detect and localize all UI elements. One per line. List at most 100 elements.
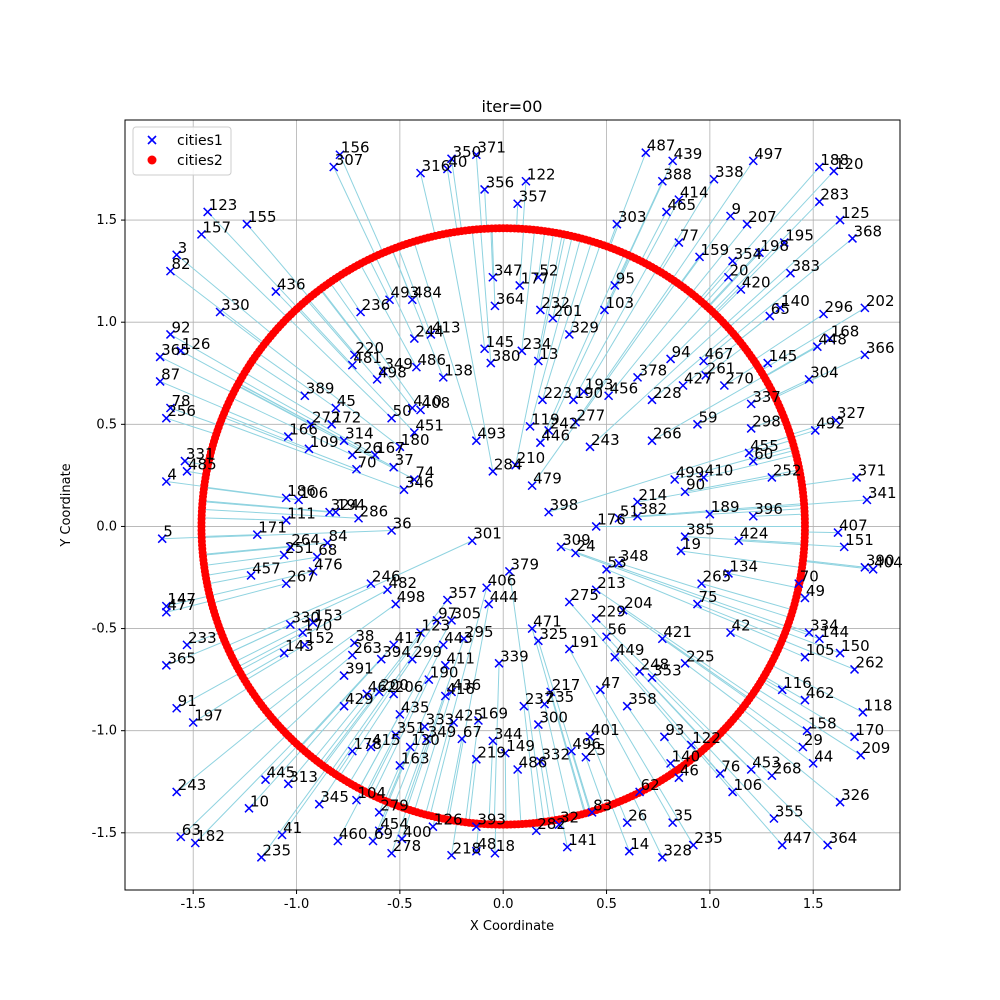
- city-label: 44: [814, 747, 833, 765]
- link-line: [180, 734, 288, 838]
- cities1-point: [513, 764, 523, 775]
- link-line: [804, 531, 839, 534]
- legend-marker-cities2: [147, 155, 157, 165]
- cities1-point: [521, 176, 531, 186]
- city-label: 123: [422, 617, 451, 635]
- link-line: [660, 242, 680, 273]
- link-line: [658, 178, 715, 272]
- y-tick-label: -0.5: [92, 622, 117, 637]
- cities1-point: [697, 579, 707, 589]
- city-label: 389: [306, 380, 335, 398]
- cities1-point: [804, 628, 814, 638]
- city-label: 266: [653, 425, 682, 443]
- city-label: 349: [428, 723, 457, 741]
- city-label: 188: [820, 151, 849, 169]
- link-line: [429, 722, 455, 816]
- cities1-point: [612, 219, 622, 229]
- link-line: [738, 540, 805, 546]
- link-line: [319, 289, 384, 372]
- city-label: 414: [680, 184, 709, 202]
- link-line: [201, 234, 288, 319]
- cities1-point: [411, 362, 421, 372]
- cities1-point: [246, 570, 256, 580]
- city-label: 65: [771, 300, 790, 318]
- city-label: 401: [591, 721, 620, 739]
- city-label: 299: [413, 643, 442, 661]
- city-label: 354: [734, 245, 763, 263]
- cities1-point: [860, 562, 870, 572]
- cities1-point: [599, 305, 609, 315]
- cities2-markers: [197, 224, 809, 829]
- link-line: [323, 691, 380, 767]
- cities1-point: [814, 162, 824, 172]
- cities1-point: [281, 493, 291, 503]
- link-line: [367, 644, 444, 794]
- cities1-point: [800, 652, 810, 662]
- link-line: [626, 705, 674, 774]
- link-line: [260, 767, 327, 858]
- link-line: [715, 289, 742, 316]
- cities1-point: [719, 380, 729, 391]
- cities1-point: [395, 760, 405, 770]
- city-label: 172: [333, 408, 362, 426]
- city-label: 35: [674, 807, 693, 825]
- cities1-point: [374, 687, 384, 697]
- cities1-point: [624, 846, 634, 856]
- city-label: 303: [618, 208, 647, 226]
- cities1-point: [635, 787, 645, 797]
- city-label: 13: [539, 345, 558, 363]
- link-line: [404, 638, 465, 809]
- link-line: [246, 223, 310, 299]
- link-line: [391, 249, 444, 378]
- cities1-point: [374, 826, 384, 836]
- link-line: [170, 334, 243, 377]
- link-line: [738, 315, 771, 341]
- link-line: [220, 421, 405, 491]
- city-label: 262: [856, 653, 885, 671]
- cities1-point: [480, 184, 490, 194]
- city-label: 479: [533, 470, 562, 488]
- cities1-point: [339, 671, 349, 681]
- city-label: 482: [388, 574, 417, 592]
- cities1-point: [862, 495, 872, 505]
- city-label: 454: [380, 815, 409, 833]
- link-line: [225, 409, 289, 438]
- cities1-point: [298, 628, 308, 638]
- city-label: 116: [783, 674, 812, 692]
- link-line: [170, 270, 266, 344]
- link-line: [595, 617, 717, 738]
- city-label: 158: [808, 715, 837, 733]
- link-line: [281, 769, 330, 836]
- city-label: 351: [397, 719, 426, 737]
- link-line: [764, 346, 818, 378]
- city-label: 70: [800, 568, 819, 586]
- cities1-point: [480, 344, 490, 354]
- link-line: [724, 219, 841, 325]
- city-label: 396: [754, 500, 783, 518]
- city-label: 169: [479, 704, 508, 722]
- plot-frame: [124, 119, 901, 891]
- cities1-point: [659, 732, 669, 742]
- cities1-point: [155, 352, 165, 362]
- link-line: [728, 272, 791, 329]
- link-line: [401, 738, 428, 808]
- link-line: [333, 166, 377, 257]
- link-line: [448, 603, 490, 820]
- cities1-point: [366, 742, 376, 752]
- city-label: 5: [163, 523, 173, 541]
- city-label: 177: [521, 269, 550, 287]
- y-tick-label: 0.0: [96, 519, 117, 534]
- cities1-point: [692, 419, 702, 429]
- link-line: [251, 360, 306, 397]
- city-label: 243: [178, 776, 207, 794]
- city-label: 380: [492, 347, 521, 365]
- cities1-point: [633, 511, 643, 521]
- link-line: [679, 215, 731, 286]
- cities1-point: [850, 732, 860, 742]
- link-line: [552, 236, 573, 319]
- cities1-point: [161, 476, 171, 487]
- city-label: 170: [856, 721, 885, 739]
- city-label: 279: [380, 796, 409, 814]
- cities1-point: [686, 740, 696, 750]
- cities1-point: [680, 658, 690, 668]
